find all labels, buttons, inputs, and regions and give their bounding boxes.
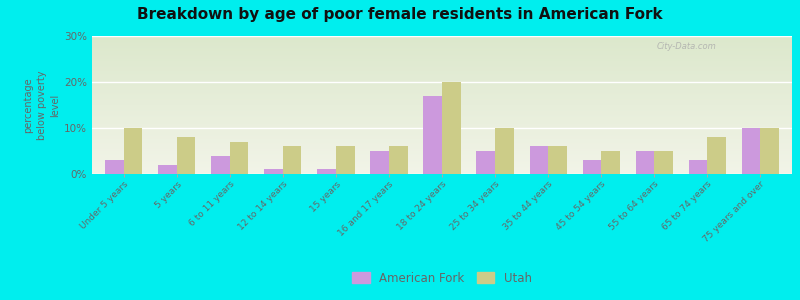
Bar: [230, 142, 249, 174]
Bar: [582, 160, 601, 174]
Bar: [158, 165, 177, 174]
Bar: [689, 160, 707, 174]
Bar: [760, 128, 778, 174]
Bar: [707, 137, 726, 174]
Bar: [548, 146, 566, 174]
Bar: [336, 146, 354, 174]
Bar: [654, 151, 673, 174]
Bar: [106, 160, 124, 174]
Bar: [495, 128, 514, 174]
Bar: [423, 96, 442, 174]
Bar: [601, 151, 620, 174]
Bar: [177, 137, 195, 174]
Bar: [635, 151, 654, 174]
Bar: [530, 146, 548, 174]
Bar: [211, 156, 230, 174]
Bar: [370, 151, 389, 174]
Text: City-Data.com: City-Data.com: [656, 42, 716, 51]
Bar: [283, 146, 302, 174]
Bar: [742, 128, 760, 174]
Legend: American Fork, Utah: American Fork, Utah: [347, 267, 537, 290]
Bar: [318, 169, 336, 174]
Bar: [389, 146, 407, 174]
Bar: [264, 169, 283, 174]
Bar: [477, 151, 495, 174]
Y-axis label: percentage
below poverty
level: percentage below poverty level: [23, 70, 60, 140]
Bar: [124, 128, 142, 174]
Text: Breakdown by age of poor female residents in American Fork: Breakdown by age of poor female resident…: [137, 8, 663, 22]
Bar: [442, 82, 461, 174]
